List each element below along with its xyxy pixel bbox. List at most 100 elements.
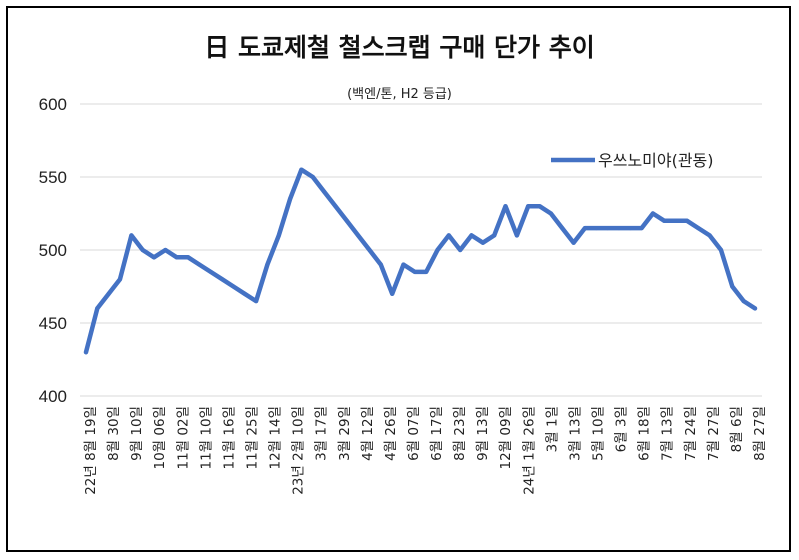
data-point [526, 204, 531, 209]
data-point [560, 226, 565, 231]
x-tick-label: 6월 18일 [637, 406, 653, 461]
data-point [412, 269, 417, 274]
data-point [730, 284, 735, 289]
data-point [514, 233, 519, 238]
data-point [265, 262, 270, 267]
x-tick-label: 11월 16일 [221, 406, 237, 470]
data-point [220, 277, 225, 282]
data-point [639, 226, 644, 231]
data-point [118, 277, 122, 282]
x-tick-label: 11월 02일 [175, 406, 191, 470]
data-point [673, 218, 678, 223]
x-tick-label: 24년 1월 26일 [521, 406, 537, 495]
x-tick-label: 22년 8월 19일 [83, 406, 99, 495]
data-point [129, 233, 134, 238]
legend: 우쓰노미야(관동) [551, 151, 714, 170]
data-point [95, 306, 100, 311]
data-point [469, 233, 474, 238]
chart-title: 日 도쿄제철 철스크랩 구매 단가 추이 [204, 33, 595, 62]
x-tick-label: 6월 07일 [406, 406, 422, 461]
x-tick-label: 8월 30일 [106, 406, 122, 461]
data-point [197, 262, 202, 267]
data-point [208, 269, 213, 274]
data-point [299, 167, 304, 172]
data-point [719, 248, 723, 252]
data-point [741, 299, 746, 304]
x-tick-label: 4월 12일 [360, 406, 376, 461]
x-tick-label: 6월 3일 [614, 406, 630, 452]
data-point [662, 218, 667, 223]
x-tick-label: 11월 25일 [244, 406, 260, 470]
data-point [231, 284, 236, 289]
x-tick-label: 11월 10일 [198, 406, 214, 470]
y-tick-label: 600 [39, 95, 67, 114]
x-tick-label: 4월 26일 [383, 406, 399, 461]
data-point [174, 255, 179, 260]
x-tick-label: 8월 27일 [752, 406, 768, 461]
x-tick-label: 10월 06일 [152, 406, 168, 470]
data-point [594, 226, 599, 231]
data-point [424, 269, 429, 274]
data-point [276, 233, 281, 238]
y-tick-label: 500 [39, 241, 67, 260]
chart-subtitle: (백엔/톤, H2 등급) [347, 87, 452, 102]
x-tick-label: 8월 23일 [452, 406, 468, 461]
x-tick-label: 6월 17일 [429, 406, 445, 461]
data-point [152, 255, 156, 260]
x-tick-label: 23년 2월 10일 [291, 406, 307, 495]
data-point [140, 248, 145, 252]
x-tick-label: 7월 27일 [706, 406, 722, 461]
data-point [106, 291, 111, 296]
data-point [571, 240, 576, 245]
data-point [322, 189, 327, 194]
data-point [288, 196, 293, 201]
data-point [628, 226, 633, 231]
legend-label: 우쓰노미야(관동) [598, 151, 714, 170]
data-point [753, 306, 757, 311]
y-tick-label: 550 [39, 168, 67, 187]
data-point [650, 211, 655, 216]
data-point [707, 233, 712, 238]
x-tick-label: 3월 29일 [337, 406, 353, 461]
data-point [492, 233, 497, 238]
y-tick-label: 400 [39, 387, 67, 406]
data-point [333, 204, 338, 209]
data-point [344, 218, 349, 223]
data-point [503, 204, 508, 209]
x-tick-label: 3월 17일 [314, 406, 330, 461]
data-point [605, 226, 610, 231]
x-tick-label: 5월 10일 [591, 406, 607, 461]
data-point [685, 218, 689, 223]
y-axis-ticks: 400 450 500 550 600 [39, 95, 67, 406]
data-point [84, 350, 88, 355]
data-point [582, 226, 587, 231]
gridlines [80, 103, 762, 397]
x-tick-label: 8월 6일 [729, 406, 745, 452]
data-point [458, 248, 463, 252]
series-line [83, 167, 758, 355]
data-point [242, 291, 247, 296]
data-point [435, 248, 440, 252]
data-point [390, 291, 395, 296]
series-layer [83, 167, 758, 355]
data-point [310, 175, 315, 179]
x-tick-label: 3월 13일 [567, 406, 583, 461]
data-point [163, 248, 168, 252]
data-point [356, 233, 361, 238]
data-point [186, 255, 191, 260]
y-tick-label: 450 [39, 314, 67, 333]
data-point [616, 226, 621, 231]
x-tick-label: 12월 14일 [268, 406, 284, 470]
x-tick-label: 3월 1일 [544, 406, 560, 452]
data-point [548, 211, 553, 216]
x-tick-label: 12월 09일 [498, 406, 514, 470]
x-axis-ticks: 22년 8월 19일 8월 30일 9월 10일 10월 06일 11월 02일 11월 … [83, 406, 768, 495]
data-point [696, 226, 701, 231]
x-tick-label: 9월 13일 [475, 406, 491, 461]
x-tick-label: 7월 13일 [660, 406, 676, 461]
data-point [537, 204, 542, 209]
data-point [367, 248, 372, 252]
data-point [446, 233, 451, 238]
data-point [378, 262, 383, 267]
